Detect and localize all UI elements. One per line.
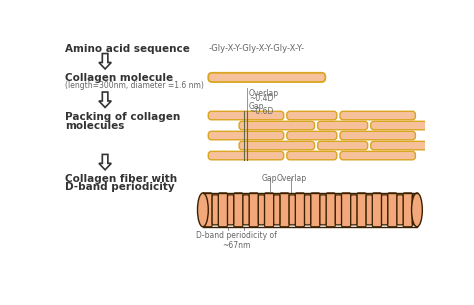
FancyBboxPatch shape (340, 151, 415, 160)
Text: -Gly-X-Y-Gly-X-Y-Gly-X-Y-: -Gly-X-Y-Gly-X-Y-Gly-X-Y- (208, 44, 304, 53)
FancyBboxPatch shape (371, 141, 446, 150)
FancyBboxPatch shape (397, 195, 403, 225)
Text: Overlap: Overlap (249, 89, 279, 98)
Text: Collagen fiber with: Collagen fiber with (65, 174, 177, 184)
FancyBboxPatch shape (273, 195, 280, 225)
FancyBboxPatch shape (280, 193, 289, 227)
FancyBboxPatch shape (228, 195, 234, 225)
FancyBboxPatch shape (208, 151, 284, 160)
FancyBboxPatch shape (382, 195, 388, 225)
FancyBboxPatch shape (388, 193, 397, 227)
Text: D-band periodicity of
~67nm: D-band periodicity of ~67nm (196, 231, 276, 250)
FancyBboxPatch shape (326, 193, 335, 227)
FancyBboxPatch shape (403, 193, 412, 227)
Text: Collagen molecule: Collagen molecule (65, 73, 173, 83)
FancyBboxPatch shape (287, 131, 337, 140)
Text: ~0.4D: ~0.4D (249, 94, 273, 103)
FancyBboxPatch shape (318, 141, 368, 150)
FancyBboxPatch shape (357, 193, 366, 227)
Text: Overlap: Overlap (276, 174, 307, 183)
FancyBboxPatch shape (412, 195, 417, 225)
FancyBboxPatch shape (208, 131, 284, 140)
Text: (length=300nm, diameter =1.6 nm): (length=300nm, diameter =1.6 nm) (65, 81, 204, 90)
FancyBboxPatch shape (340, 131, 415, 140)
FancyBboxPatch shape (203, 193, 212, 227)
FancyBboxPatch shape (335, 195, 341, 225)
FancyBboxPatch shape (310, 193, 320, 227)
Text: Amino acid sequence: Amino acid sequence (65, 44, 190, 54)
Ellipse shape (198, 193, 208, 227)
FancyBboxPatch shape (287, 111, 337, 120)
FancyBboxPatch shape (318, 121, 368, 130)
Text: molecules: molecules (65, 120, 125, 131)
Text: Gap: Gap (262, 174, 278, 183)
FancyBboxPatch shape (239, 121, 315, 130)
Polygon shape (99, 92, 111, 107)
FancyBboxPatch shape (287, 151, 337, 160)
FancyBboxPatch shape (341, 193, 351, 227)
FancyBboxPatch shape (366, 195, 372, 225)
FancyBboxPatch shape (372, 193, 382, 227)
Polygon shape (99, 154, 111, 170)
Polygon shape (99, 54, 111, 69)
FancyBboxPatch shape (208, 111, 284, 120)
FancyBboxPatch shape (320, 195, 326, 225)
FancyBboxPatch shape (340, 111, 415, 120)
FancyBboxPatch shape (304, 195, 310, 225)
FancyBboxPatch shape (219, 193, 228, 227)
FancyBboxPatch shape (258, 195, 264, 225)
FancyBboxPatch shape (234, 193, 243, 227)
FancyBboxPatch shape (243, 195, 249, 225)
FancyBboxPatch shape (371, 121, 446, 130)
FancyBboxPatch shape (208, 73, 325, 82)
FancyBboxPatch shape (351, 195, 357, 225)
Text: Packing of collagen: Packing of collagen (65, 112, 180, 122)
FancyBboxPatch shape (289, 195, 295, 225)
FancyBboxPatch shape (264, 193, 273, 227)
Ellipse shape (411, 193, 422, 227)
FancyBboxPatch shape (249, 193, 258, 227)
FancyBboxPatch shape (239, 141, 315, 150)
FancyBboxPatch shape (212, 195, 219, 225)
Text: D-band periodicity: D-band periodicity (65, 182, 175, 192)
Text: Gap: Gap (249, 102, 264, 111)
FancyBboxPatch shape (295, 193, 304, 227)
Text: ~0.6D: ~0.6D (249, 107, 273, 117)
